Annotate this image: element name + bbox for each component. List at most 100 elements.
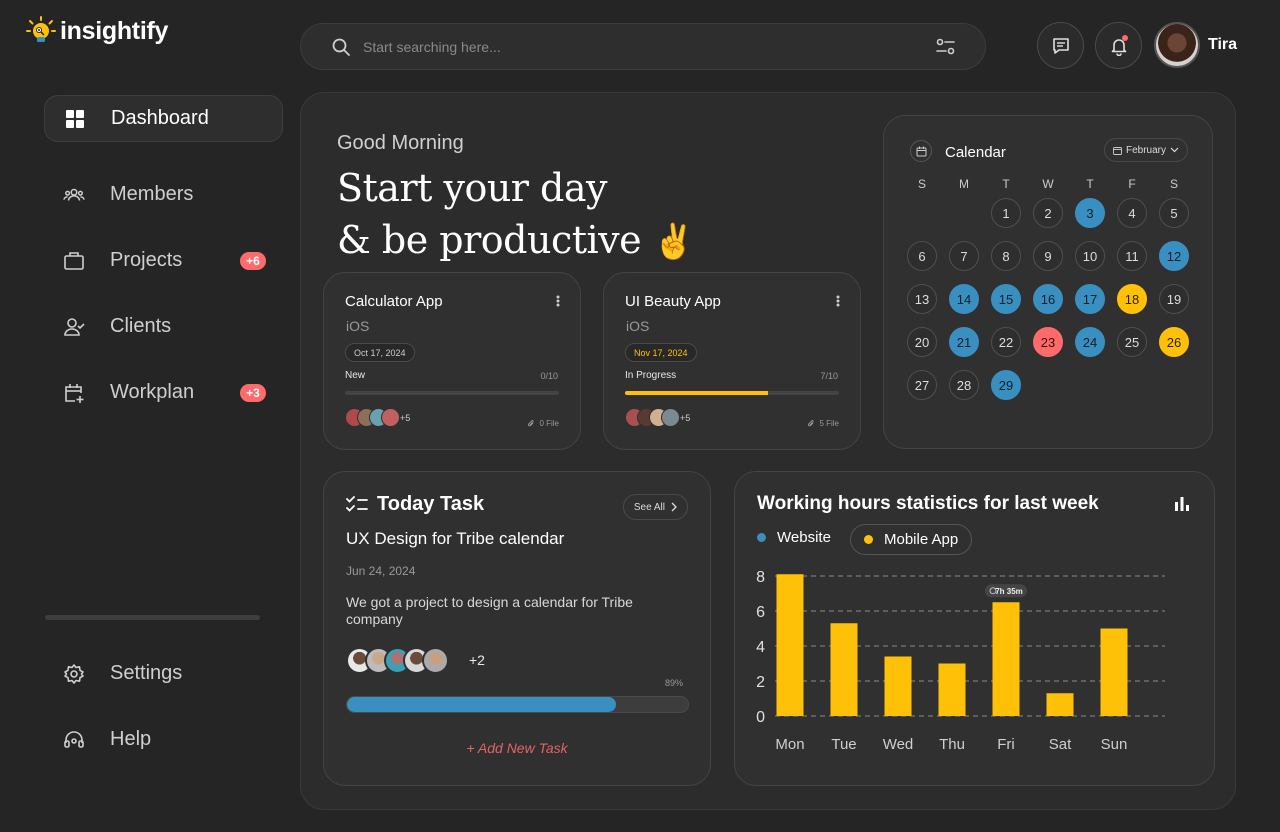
search-bar[interactable] [300, 23, 986, 70]
task-progress-percent: 89% [664, 678, 683, 688]
working-hours-chart: 0 2 4 6 8 Mon Tue Wed Thu Fri 7h 35m Sat Sun [756, 569, 1165, 753]
chart-title: Working hours statistics for last week [757, 493, 1099, 514]
sidebar-divider [45, 615, 260, 620]
month-selector[interactable]: February [1103, 138, 1188, 162]
see-all-button[interactable]: See All [622, 494, 688, 520]
sidebar-item-projects[interactable]: Projects +6 [44, 237, 283, 284]
calendar-day[interactable]: 27 [907, 370, 937, 400]
bar-wed [884, 656, 912, 716]
calendar-day[interactable]: 17 [1075, 284, 1105, 314]
calendar-day[interactable]: 10 [1075, 241, 1105, 271]
bell-icon [1111, 38, 1126, 56]
calendar-day[interactable]: 21 [949, 327, 979, 357]
notifications-button[interactable] [1095, 22, 1142, 69]
calendar-day[interactable]: 9 [1033, 241, 1063, 271]
messages-button[interactable] [1037, 22, 1084, 69]
project-status: New [345, 370, 366, 381]
weekday-label: M [959, 177, 969, 191]
user-name[interactable]: Tira [1208, 36, 1238, 53]
bar-chart-icon[interactable] [1174, 496, 1190, 512]
file-count-label: 0 File [539, 419, 559, 428]
calendar-day[interactable]: 13 [907, 284, 937, 314]
victory-hand-icon: ✌️ [652, 222, 695, 262]
briefcase-icon [63, 250, 85, 272]
search-icon [332, 38, 350, 56]
weekday-label: T [1002, 177, 1010, 191]
sidebar-item-clients[interactable]: Clients [44, 303, 283, 350]
calendar-day[interactable]: 26 [1159, 327, 1189, 357]
today-task-heading: Today Task [377, 493, 485, 515]
projects-count-badge: +6 [240, 252, 266, 270]
calendar-day[interactable]: 12 [1159, 241, 1189, 271]
y-tick-label: 0 [756, 709, 765, 726]
calendar-day[interactable]: 11 [1117, 241, 1147, 271]
more-options-icon[interactable] [836, 295, 840, 307]
brand-logo[interactable]: insightify [26, 16, 168, 46]
avatar [661, 408, 680, 427]
x-tick-label: Wed [883, 736, 914, 753]
project-progress-bar [345, 391, 559, 395]
tooltip-label: 7h 35m [995, 587, 1023, 596]
search-input[interactable] [363, 34, 903, 60]
calendar-day[interactable]: 28 [949, 370, 979, 400]
sidebar-item-settings[interactable]: Settings [44, 650, 283, 697]
checklist-icon [346, 496, 368, 512]
x-tick-label: Mon [775, 736, 804, 753]
progress-fill [625, 391, 769, 395]
calendar-day[interactable]: 15 [991, 284, 1021, 314]
legend-mobile-app[interactable]: Mobile App [850, 524, 973, 555]
add-new-task-button[interactable]: + Add New Task [466, 740, 568, 756]
calendar-day[interactable]: 16 [1033, 284, 1063, 314]
calendar-day[interactable]: 8 [991, 241, 1021, 271]
calendar-day[interactable]: 22 [991, 327, 1021, 357]
project-date: Oct 17, 2024 [345, 343, 415, 362]
see-all-label: See All [633, 501, 665, 513]
chevron-right-icon [671, 502, 677, 512]
more-members-count: +5 [680, 413, 691, 423]
headline-line-2: & be productive ✌️ [337, 214, 695, 268]
project-progress-count: 7/10 [820, 371, 838, 381]
calendar-plus-icon [63, 382, 85, 404]
greeting: Good Morning [337, 132, 464, 154]
y-tick-label: 4 [756, 639, 765, 656]
legend-label: Mobile App [884, 531, 959, 548]
calendar-day[interactable]: 24 [1075, 327, 1105, 357]
calendar-day[interactable]: 14 [949, 284, 979, 314]
sidebar-item-members[interactable]: Members [44, 171, 283, 218]
brand-name: insightify [60, 16, 169, 45]
more-options-icon[interactable] [556, 295, 560, 307]
project-platform: iOS [346, 318, 370, 334]
project-card[interactable]: UI Beauty App iOS Nov 17, 2024 In Progre… [603, 272, 861, 450]
sidebar-item-dashboard[interactable]: Dashboard [44, 95, 283, 142]
calendar-day[interactable]: 1 [991, 198, 1021, 228]
chevron-down-icon [1170, 147, 1179, 153]
bar-fri [992, 602, 1020, 716]
weekday-label: T [1086, 177, 1094, 191]
calendar-day[interactable]: 7 [949, 241, 979, 271]
calendar-day[interactable]: 29 [991, 370, 1021, 400]
calendar-day[interactable]: 2 [1033, 198, 1063, 228]
sidebar-item-help[interactable]: Help [44, 716, 283, 763]
project-card[interactable]: Calculator App iOS Oct 17, 2024 New 0/10… [323, 272, 581, 450]
user-avatar[interactable] [1154, 22, 1200, 68]
calendar-day[interactable]: 20 [907, 327, 937, 357]
legend-dot [757, 533, 766, 542]
calendar-day[interactable]: 23 [1033, 327, 1063, 357]
calendar-day[interactable]: 19 [1159, 284, 1189, 314]
avatar [422, 647, 449, 674]
calendar-day[interactable]: 25 [1117, 327, 1147, 357]
member-avatars [345, 408, 400, 427]
tooltip-bubble [985, 584, 1027, 598]
gear-icon [63, 663, 85, 685]
calendar-day[interactable]: 6 [907, 241, 937, 271]
calendar-day[interactable]: 18 [1117, 284, 1147, 314]
calendar-icon [910, 140, 932, 162]
legend-website[interactable]: Website [757, 529, 831, 546]
task-title[interactable]: UX Design for Tribe calendar [346, 529, 565, 548]
calendar-day[interactable]: 4 [1117, 198, 1147, 228]
filter-icon[interactable] [935, 37, 957, 57]
bulb-icon [26, 16, 56, 42]
calendar-day[interactable]: 5 [1159, 198, 1189, 228]
sidebar-item-workplan[interactable]: Workplan +3 [44, 369, 283, 416]
calendar-day[interactable]: 3 [1075, 198, 1105, 228]
